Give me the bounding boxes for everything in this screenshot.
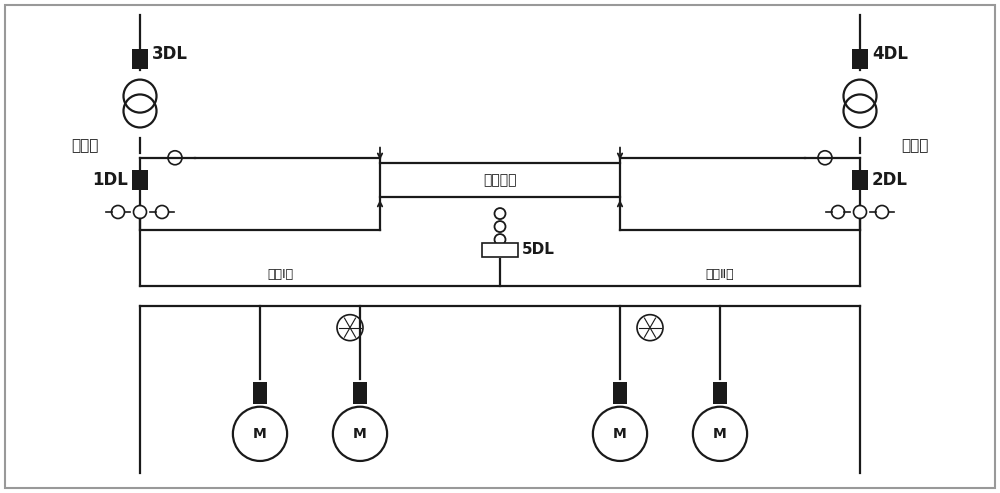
Bar bbox=[852, 170, 868, 190]
Bar bbox=[132, 170, 148, 190]
Bar bbox=[132, 49, 148, 69]
Bar bbox=[482, 243, 518, 256]
Bar bbox=[713, 382, 727, 404]
Text: 母线Ⅱ段: 母线Ⅱ段 bbox=[706, 268, 734, 281]
Text: M: M bbox=[613, 427, 627, 441]
Text: M: M bbox=[353, 427, 367, 441]
Bar bbox=[613, 382, 627, 404]
Text: 5DL: 5DL bbox=[522, 242, 555, 257]
Bar bbox=[253, 382, 267, 404]
Text: M: M bbox=[713, 427, 727, 441]
Text: 快切装置: 快切装置 bbox=[483, 173, 517, 187]
Bar bbox=[380, 163, 620, 197]
Text: 4DL: 4DL bbox=[872, 45, 908, 63]
Text: 进线一: 进线一 bbox=[71, 138, 99, 153]
Text: 1DL: 1DL bbox=[92, 171, 128, 189]
Text: 母线Ⅰ段: 母线Ⅰ段 bbox=[267, 268, 293, 281]
Text: 3DL: 3DL bbox=[152, 45, 188, 63]
Text: M: M bbox=[253, 427, 267, 441]
Text: 2DL: 2DL bbox=[872, 171, 908, 189]
Bar bbox=[353, 382, 367, 404]
Text: 进线二: 进线二 bbox=[901, 138, 929, 153]
Bar bbox=[852, 49, 868, 69]
